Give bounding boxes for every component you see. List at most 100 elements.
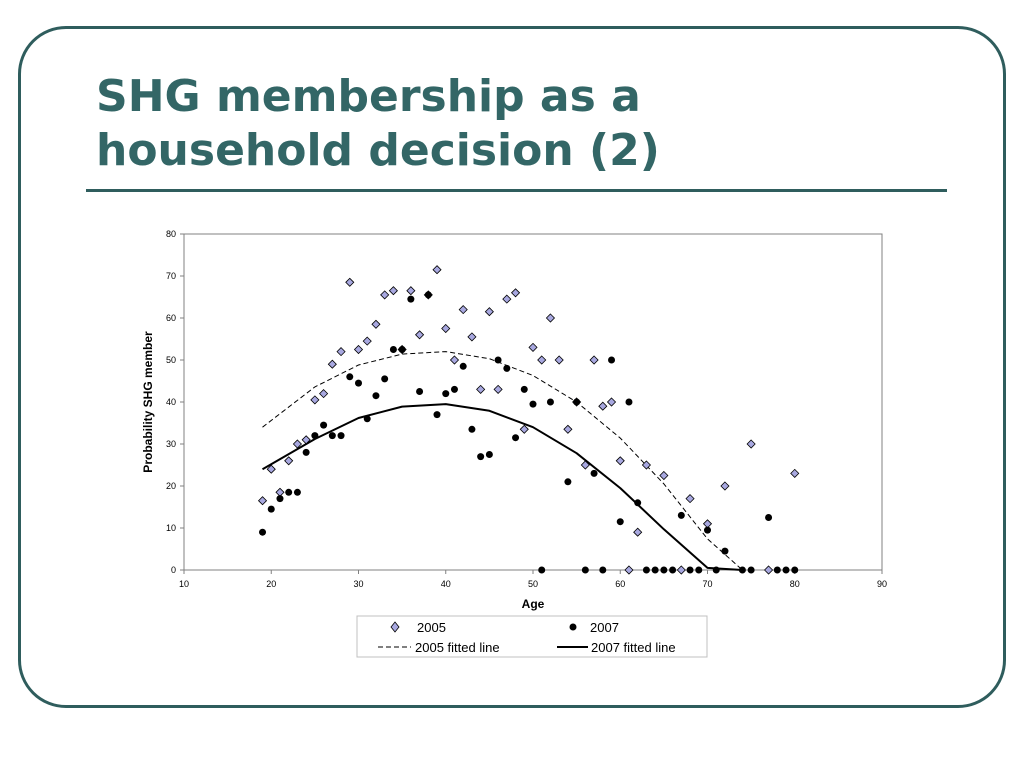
- point-2007: [677, 511, 685, 519]
- point-2007: [634, 499, 642, 507]
- point-2005: [493, 384, 503, 394]
- x-tick-label: 30: [353, 579, 363, 589]
- point-2005: [432, 265, 442, 275]
- point-2007: [704, 526, 711, 534]
- y-tick-label: 50: [166, 355, 176, 365]
- y-tick-label: 30: [166, 439, 176, 449]
- point-2005: [606, 397, 617, 407]
- point-2007: [267, 505, 275, 513]
- legend-2005-marker: [390, 621, 400, 633]
- legend-box: [356, 615, 708, 658]
- point-2005: [415, 330, 425, 340]
- point-2005: [519, 424, 529, 434]
- point-2007: [328, 432, 336, 440]
- slide-title: SHG membership as a household decision (…: [96, 70, 916, 178]
- point-2007: [529, 400, 537, 408]
- point-2005: [615, 456, 625, 466]
- title-line-1: SHG membership as a: [96, 71, 641, 122]
- x-axis-label: Age: [522, 597, 545, 611]
- point-2007: [581, 566, 589, 574]
- point-2005: [406, 286, 416, 296]
- legend: 2005 2007 2005 fitted line 2007 fitted l…: [356, 615, 708, 658]
- point-2007: [651, 566, 659, 574]
- point-2005: [319, 389, 329, 399]
- point-2005: [641, 460, 651, 470]
- point-2005: [580, 460, 590, 470]
- point-2007: [625, 398, 633, 406]
- legend-2007-marker: [569, 623, 577, 631]
- x-tick-label: 60: [615, 579, 625, 589]
- point-2007: [407, 295, 415, 303]
- y-tick-label: 0: [171, 565, 176, 575]
- point-2007: [538, 566, 546, 574]
- point-2005: [554, 355, 564, 365]
- point-2007: [520, 385, 528, 393]
- legend-2005-fit-label: 2005 fitted line: [415, 640, 500, 655]
- point-2007: [355, 379, 362, 387]
- point-2007: [398, 346, 406, 353]
- legend-2007-fit-label: 2007 fitted line: [591, 640, 676, 655]
- point-2007: [337, 432, 345, 440]
- point-2005: [676, 565, 686, 575]
- point-2007: [346, 373, 354, 381]
- point-2005: [510, 288, 521, 298]
- point-2007: [442, 390, 450, 398]
- y-tick-label: 10: [166, 523, 176, 533]
- y-tick-label: 40: [166, 397, 176, 407]
- legend-2005-label: 2005: [417, 620, 446, 635]
- title-line-2: household decision (2): [96, 125, 660, 176]
- point-2005: [563, 424, 573, 434]
- point-2005: [589, 355, 599, 365]
- point-2007: [259, 528, 267, 536]
- point-2007: [477, 453, 485, 461]
- point-2007: [363, 415, 371, 423]
- point-2007: [791, 566, 799, 574]
- point-2007: [468, 425, 476, 433]
- point-2007: [416, 388, 424, 395]
- point-2007: [669, 566, 677, 574]
- point-2005: [790, 468, 800, 478]
- point-2005: [458, 305, 468, 315]
- point-2005: [764, 565, 774, 575]
- y-axis-label: Probability SHG member: [141, 331, 155, 473]
- point-2007: [765, 514, 773, 521]
- point-2007: [381, 375, 389, 383]
- point-2005: [746, 439, 756, 449]
- point-2007: [686, 566, 694, 574]
- point-2007: [320, 421, 328, 429]
- point-2007: [433, 411, 441, 419]
- slide-frame: [18, 26, 1006, 708]
- point-2007: [616, 518, 624, 526]
- x-tick-label: 80: [790, 579, 800, 589]
- x-tick-label: 70: [702, 579, 712, 589]
- point-2007: [424, 291, 432, 299]
- point-2005: [476, 384, 486, 394]
- point-2005: [292, 439, 302, 449]
- point-2007: [782, 566, 790, 574]
- point-2007: [660, 566, 668, 574]
- point-2005: [537, 355, 547, 365]
- legend-2007-label: 2007: [590, 620, 619, 635]
- x-tick-label: 20: [266, 579, 276, 589]
- point-2007: [546, 398, 554, 406]
- point-2005: [528, 342, 538, 352]
- point-2007: [276, 495, 284, 503]
- point-2007: [642, 566, 650, 574]
- point-2007: [590, 469, 598, 477]
- point-2005: [353, 344, 364, 355]
- point-2005: [301, 435, 311, 445]
- point-2005: [545, 313, 556, 323]
- fitted-line-2007: [262, 403, 743, 571]
- point-2005: [441, 323, 451, 334]
- point-2005: [257, 496, 268, 506]
- point-2007: [564, 478, 572, 486]
- point-2007: [389, 346, 397, 353]
- point-2007: [599, 566, 607, 574]
- point-2007: [695, 566, 703, 574]
- point-2005: [284, 456, 294, 466]
- point-2007: [311, 432, 319, 440]
- point-2007: [459, 362, 467, 370]
- point-2005: [659, 470, 669, 481]
- point-2005: [449, 355, 460, 365]
- point-2007: [573, 398, 581, 406]
